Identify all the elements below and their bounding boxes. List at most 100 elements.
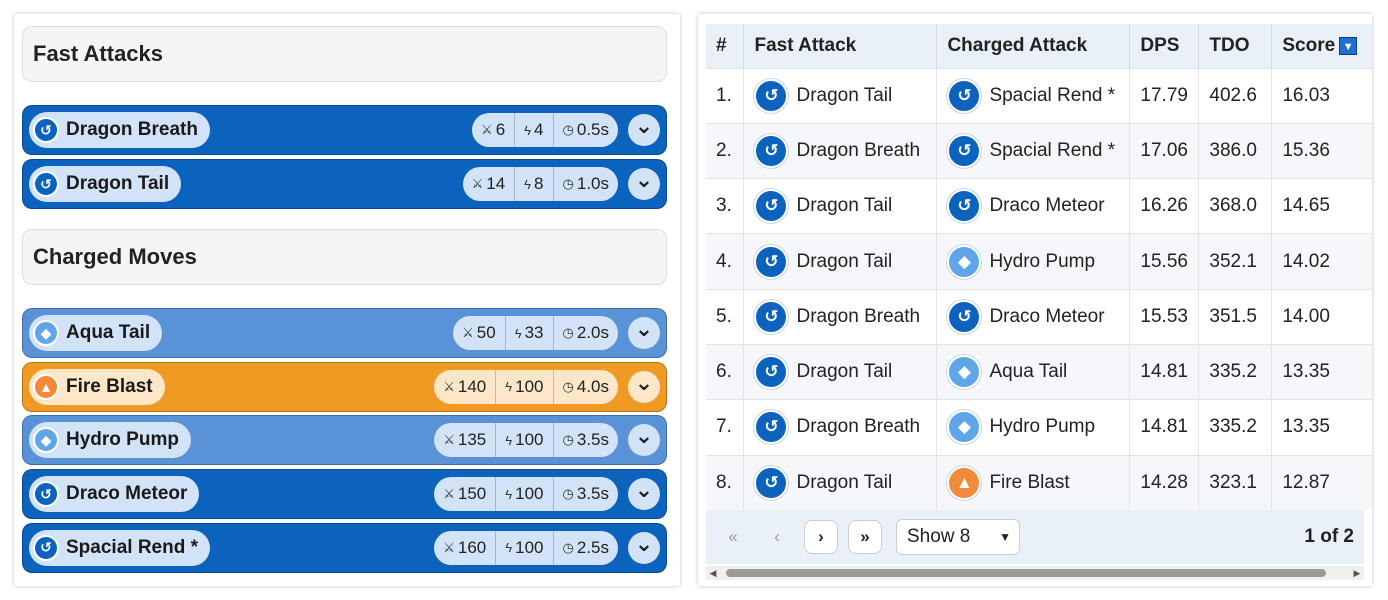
cell-rank: 4. — [706, 233, 745, 290]
stat-energy-value: 8 — [534, 174, 544, 193]
table-row[interactable]: 2. ↺ Dragon Breath ↺ Spacial Rend * 17.06 386.… — [706, 122, 1372, 179]
cell-charged-attack-name: Fire Blast — [989, 471, 1070, 493]
moves-panel: Fast Attacks ↺ Dragon Breath ⚔ 6 ϟ 4 ◷ 0.5s ⌄ ↺ Dr… — [14, 14, 680, 586]
cell-rank-value: 4. — [716, 250, 732, 272]
lightning-icon: ϟ — [524, 122, 532, 138]
last-page-button[interactable]: » — [848, 520, 882, 554]
expand-button[interactable]: ⌄ — [628, 168, 660, 200]
move-row[interactable]: ↺ Dragon Tail ⚔ 14 ϟ 8 ◷ 1.0s ⌄ — [22, 159, 667, 209]
stat-energy: ϟ 100 — [495, 477, 552, 512]
prev-page-button[interactable]: ‹ — [760, 520, 794, 554]
dragon-icon: ↺ — [754, 189, 789, 224]
move-row[interactable]: ◆ Hydro Pump ⚔ 135 ϟ 100 ◷ 3.5s ⌄ — [22, 415, 667, 466]
water-icon: ◆ — [33, 320, 59, 346]
cell-tdo-value: 368.0 — [1209, 195, 1257, 217]
stat-damage-value: 140 — [457, 376, 487, 396]
move-row[interactable]: ▲ Fire Blast ⚔ 140 ϟ 100 ◷ 4.0s ⌄ — [22, 361, 667, 412]
table-row[interactable]: 6. ↺ Dragon Tail ◆ Aqua Tail 14.81 335.2 13.35 — [706, 343, 1372, 400]
col-header-score[interactable]: Score ▼ — [1271, 24, 1372, 68]
cell-score-value: 16.03 — [1282, 84, 1330, 106]
cell-fast-attack: ↺ Dragon Breath — [743, 288, 938, 345]
col-header-tdo[interactable]: TDO — [1198, 24, 1273, 68]
cell-score-value: 12.87 — [1282, 471, 1330, 493]
scroll-right-icon[interactable]: ▶ — [1353, 567, 1361, 578]
move-row[interactable]: ↺ Spacial Rend * ⚔ 160 ϟ 100 ◷ 2.5s ⌄ — [22, 522, 667, 573]
cell-tdo-value: 335.2 — [1209, 361, 1257, 383]
cell-fast-attack: ↺ Dragon Tail — [743, 178, 938, 234]
move-row[interactable]: ↺ Draco Meteor ⚔ 150 ϟ 100 ◷ 3.5s ⌄ — [22, 469, 667, 520]
move-stats: ⚔ 6 ϟ 4 ◷ 0.5s — [472, 113, 618, 147]
horizontal-scrollbar[interactable]: ◀ ▶ — [706, 566, 1364, 580]
cell-dps: 14.81 — [1129, 343, 1200, 400]
cell-charged-attack-name: Aqua Tail — [989, 361, 1068, 383]
stat-damage: ⚔ 135 — [434, 423, 495, 457]
cell-tdo: 386.0 — [1198, 122, 1273, 179]
cell-fast-attack: ↺ Dragon Tail — [743, 67, 938, 124]
cell-fast-attack-name: Dragon Breath — [796, 305, 921, 327]
cell-fast-attack-name: Dragon Tail — [796, 84, 893, 106]
chevron-down-icon: ⌄ — [634, 369, 654, 395]
sword-icon: ⚔ — [471, 176, 484, 191]
expand-button[interactable]: ⌄ — [628, 369, 660, 403]
cell-dps: 16.26 — [1129, 178, 1200, 234]
move-name-pill: ◆ Aqua Tail — [29, 315, 163, 351]
move-row[interactable]: ◆ Aqua Tail ⚔ 50 ϟ 33 ◷ 2.0s ⌄ — [22, 308, 667, 358]
next-page-button[interactable]: › — [804, 520, 838, 554]
sword-icon: ⚔ — [481, 122, 493, 137]
cell-score: 14.65 — [1271, 178, 1372, 234]
first-page-button[interactable]: « — [716, 520, 750, 554]
col-header-rank[interactable]: # — [706, 24, 745, 68]
cell-fast-attack: ↺ Dragon Tail — [743, 454, 938, 511]
cell-score-value: 15.36 — [1282, 139, 1330, 161]
sort-desc-icon[interactable]: ▼ — [1339, 36, 1358, 55]
scrollbar-thumb[interactable] — [726, 569, 1326, 577]
table-row[interactable]: 3. ↺ Dragon Tail ↺ Draco Meteor 16.26 368.0 14.… — [706, 178, 1372, 234]
stat-time-value: 1.0s — [576, 174, 609, 193]
move-name: Hydro Pump — [66, 429, 179, 451]
cell-dps: 17.79 — [1129, 67, 1200, 124]
cell-rank: 6. — [706, 343, 745, 400]
cell-charged-attack: ◆ Aqua Tail — [936, 343, 1131, 400]
dragon-icon: ↺ — [754, 299, 789, 334]
expand-button[interactable]: ⌄ — [628, 478, 660, 511]
move-row[interactable]: ↺ Dragon Breath ⚔ 6 ϟ 4 ◷ 0.5s ⌄ — [22, 105, 667, 155]
table-row[interactable]: 5. ↺ Dragon Breath ↺ Draco Meteor 15.53 351.5 1… — [706, 288, 1372, 345]
move-stats: ⚔ 160 ϟ 100 ◷ 2.5s — [434, 530, 618, 565]
chevron-down-icon: ⌄ — [634, 423, 654, 449]
page-size-select[interactable]: Show 8 ▼ — [896, 519, 1020, 555]
cell-rank-value: 1. — [716, 84, 732, 106]
expand-button[interactable]: ⌄ — [628, 423, 660, 457]
stat-time-value: 4.0s — [576, 376, 609, 396]
stat-time-value: 2.5s — [576, 537, 609, 557]
dragon-icon: ↺ — [33, 117, 59, 143]
cell-dps: 14.28 — [1129, 454, 1200, 511]
expand-button[interactable]: ⌄ — [628, 317, 660, 349]
col-header-fast-attack[interactable]: Fast Attack — [743, 24, 938, 68]
chevron-down-icon: ⌄ — [634, 113, 654, 138]
col-header-charged-attack[interactable]: Charged Attack — [936, 24, 1131, 68]
table-row[interactable]: 7. ↺ Dragon Breath ◆ Hydro Pump 14.81 335.2 13.… — [706, 399, 1372, 456]
cell-score-value: 13.35 — [1282, 416, 1330, 438]
cell-rank-value: 7. — [716, 416, 732, 438]
col-header-dps[interactable]: DPS — [1129, 24, 1200, 68]
move-name-pill: ▲ Fire Blast — [29, 368, 165, 405]
scroll-left-icon[interactable]: ◀ — [709, 567, 717, 578]
move-stats: ⚔ 150 ϟ 100 ◷ 3.5s — [434, 477, 618, 512]
lightning-icon: ϟ — [514, 325, 522, 341]
expand-button[interactable]: ⌄ — [628, 531, 660, 564]
move-stats: ⚔ 14 ϟ 8 ◷ 1.0s — [462, 167, 618, 201]
dragon-icon: ↺ — [947, 133, 982, 168]
stat-damage: ⚔ 6 — [472, 113, 514, 147]
expand-button[interactable]: ⌄ — [628, 114, 660, 146]
cell-tdo: 352.1 — [1198, 233, 1273, 290]
cell-charged-attack: ↺ Spacial Rend * — [936, 67, 1131, 124]
table-row[interactable]: 4. ↺ Dragon Tail ◆ Hydro Pump 15.56 352.1 14.02 — [706, 233, 1372, 290]
table-row[interactable]: 1. ↺ Dragon Tail ↺ Spacial Rend * 17.79 402.6 1… — [706, 67, 1372, 124]
move-name: Dragon Breath — [66, 119, 198, 140]
cell-tdo: 323.1 — [1198, 454, 1273, 511]
clock-icon: ◷ — [562, 378, 574, 394]
table-row[interactable]: 8. ↺ Dragon Tail ▲ Fire Blast 14.28 323.1 12.87 — [706, 454, 1372, 511]
cell-rank-value: 8. — [716, 471, 732, 493]
cell-rank: 8. — [706, 454, 745, 511]
cell-tdo-value: 323.1 — [1209, 471, 1257, 493]
